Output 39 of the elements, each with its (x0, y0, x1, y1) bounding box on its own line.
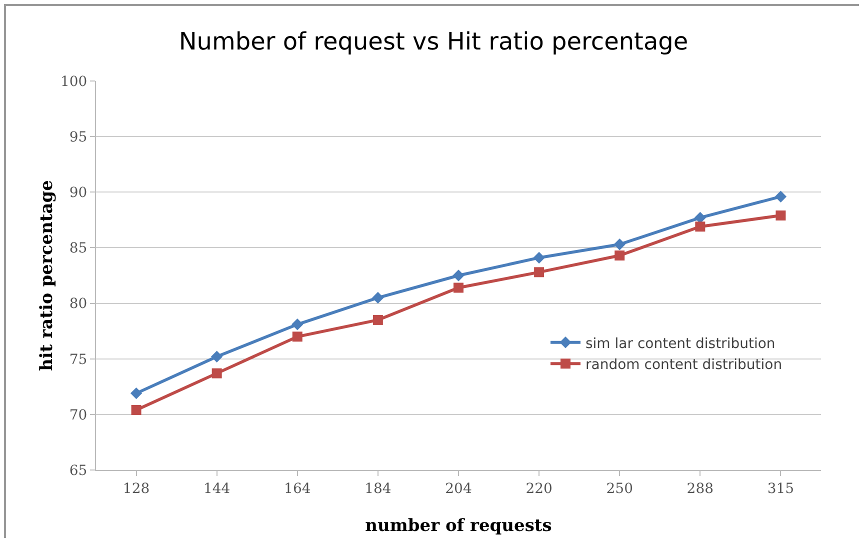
point (614, 250, 625, 260)
legend-label: sim lar content distribution (586, 336, 776, 352)
y-tick-label: 90 (69, 185, 88, 202)
point (130, 387, 142, 400)
point (534, 267, 544, 278)
x-tick-label: 315 (767, 480, 794, 497)
point (533, 252, 545, 264)
point (614, 238, 626, 250)
point (372, 314, 383, 325)
x-tick-label: 164 (284, 480, 311, 497)
x-tick-label: 184 (364, 480, 392, 497)
point (131, 404, 142, 415)
x-tick-label: 250 (606, 480, 633, 497)
legend-label: random content distribution (586, 357, 782, 374)
chart-title: Number of request vs Hit ratio percentage (178, 28, 688, 56)
x-tick-label: 144 (203, 480, 230, 497)
x-tick-label: 128 (122, 480, 150, 497)
y-axis-title: hit ratio percentage (37, 180, 57, 371)
y-tick-label: 85 (69, 240, 88, 257)
point (210, 350, 223, 362)
point (695, 222, 706, 232)
point (372, 292, 384, 304)
y-tick-label: 80 (69, 296, 88, 312)
x-tick-label: 288 (686, 480, 714, 497)
x-axis-title: number of requests (365, 516, 552, 536)
x-tick-label: 204 (445, 480, 472, 497)
x-tick-label: 220 (526, 480, 552, 497)
point (776, 210, 786, 220)
point (292, 332, 302, 342)
point (292, 318, 304, 330)
point (774, 190, 787, 202)
point (212, 368, 222, 378)
y-tick-label: 100 (60, 74, 88, 90)
y-tick-label: 75 (69, 352, 88, 368)
y-tick-label: 95 (69, 129, 88, 146)
y-tick-label: 70 (69, 407, 88, 424)
point (454, 282, 464, 293)
point (452, 270, 464, 282)
y-tick-label: 65 (69, 462, 88, 479)
